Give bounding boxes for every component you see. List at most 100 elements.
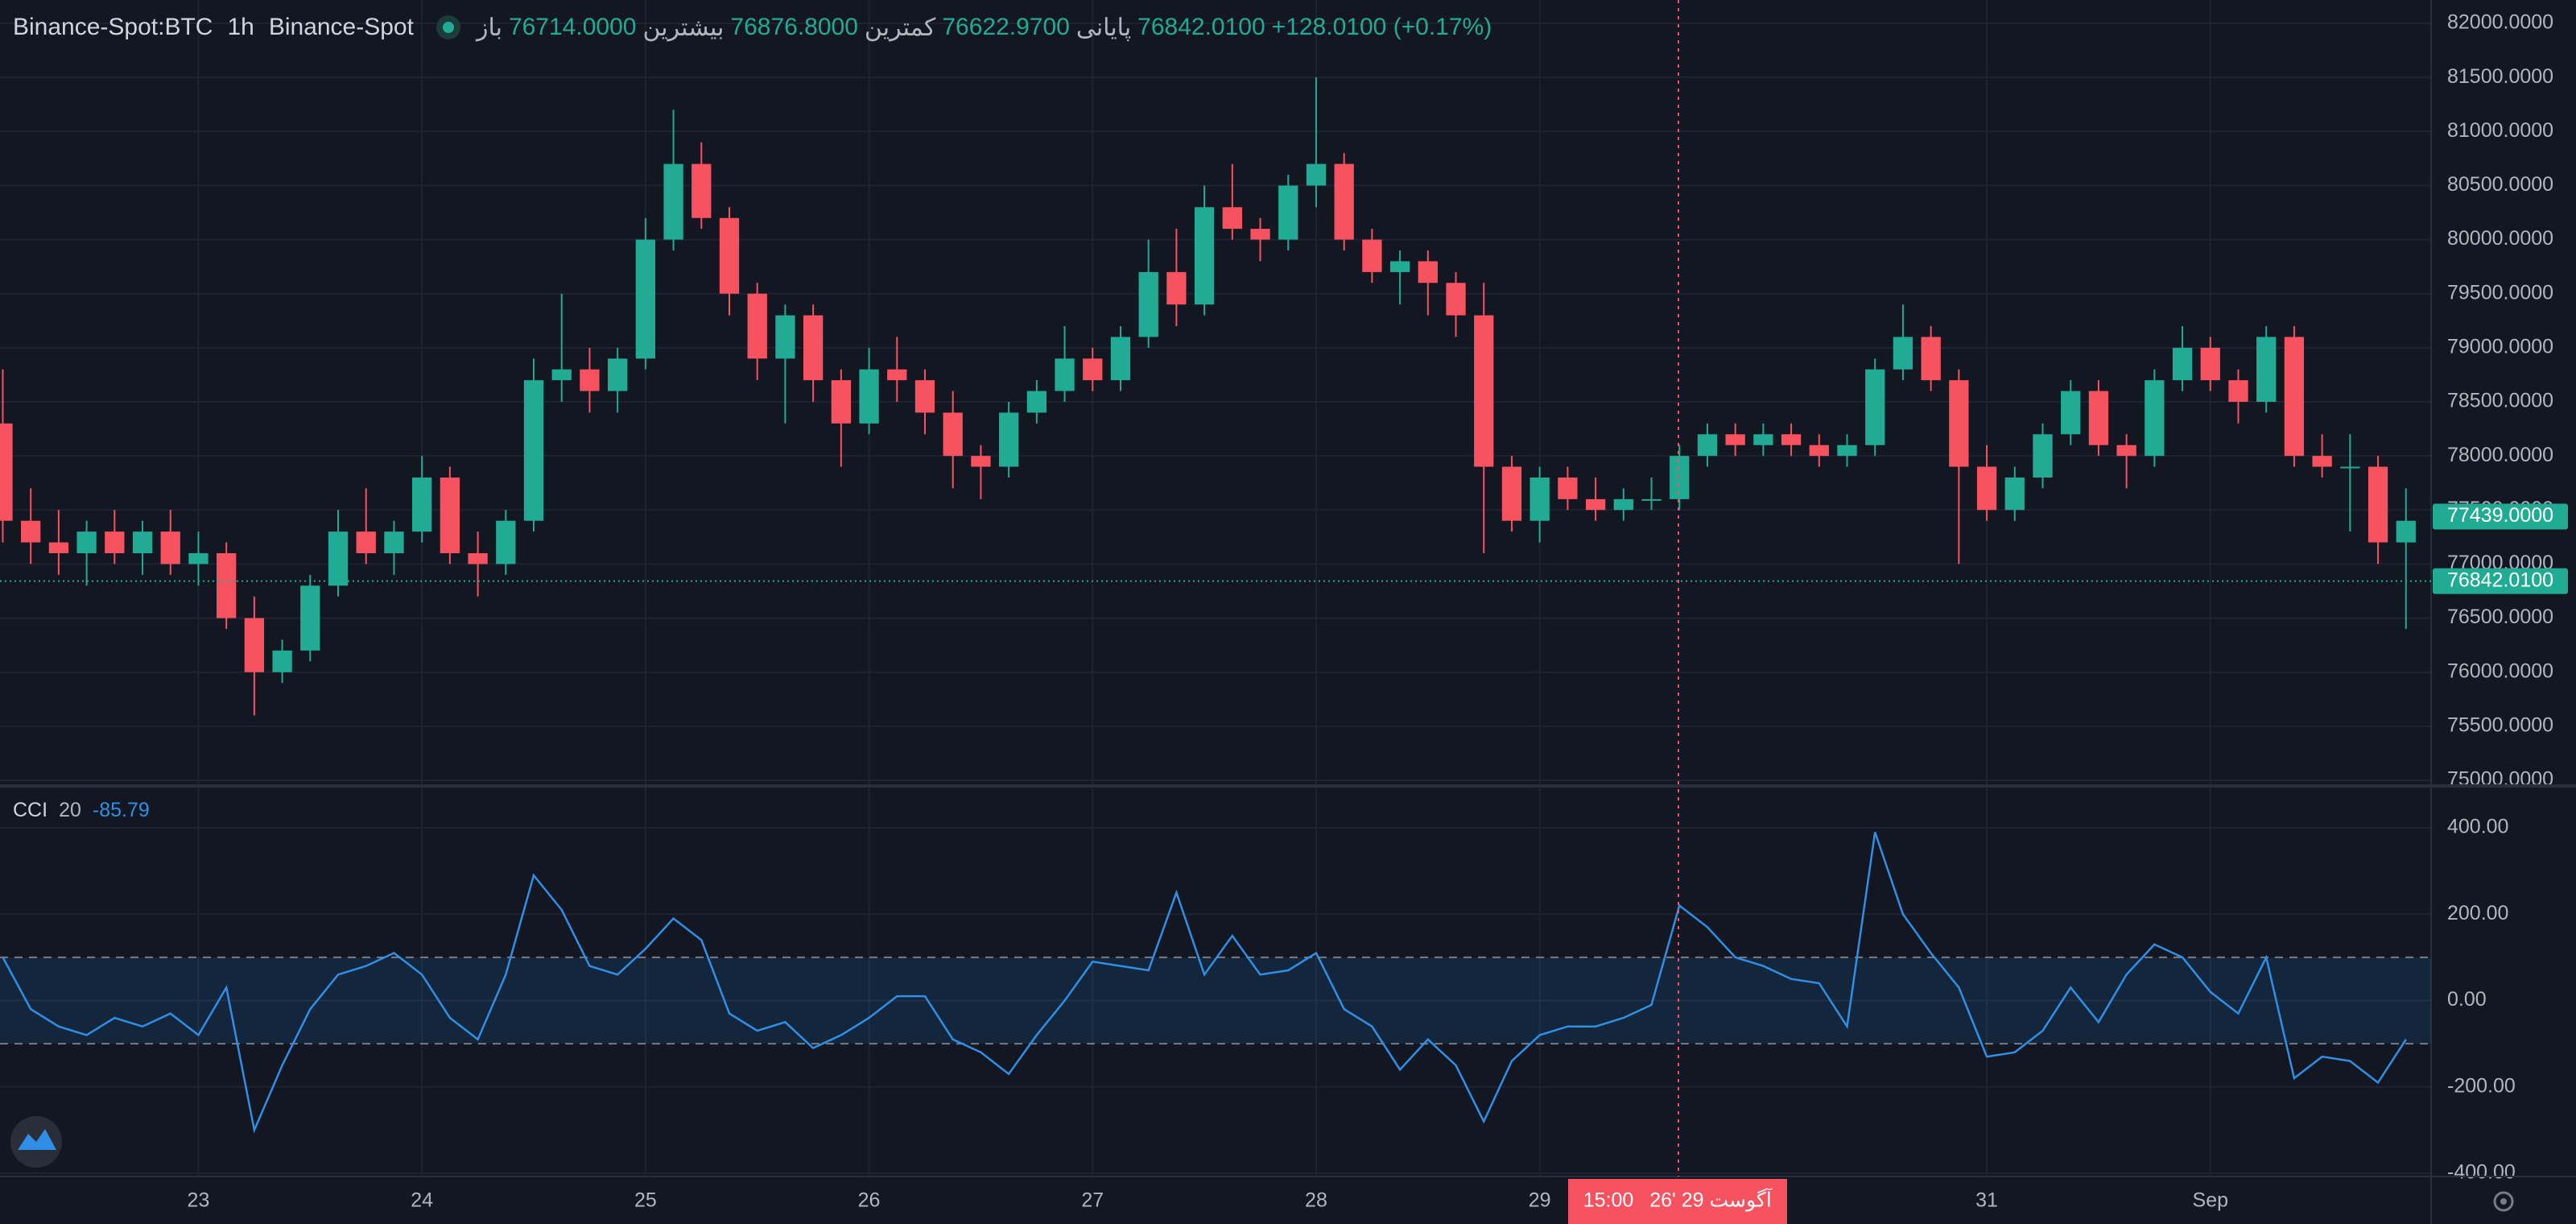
- candle-body: [719, 217, 740, 294]
- price-label: 77439.0000: [2447, 504, 2553, 527]
- y-tick-label: 80500.0000: [2447, 173, 2553, 196]
- candle-body: [1781, 434, 1802, 445]
- candle-body: [1613, 498, 1633, 511]
- candle-body: [998, 412, 1019, 467]
- price-label: 76842.0100: [2447, 569, 2553, 591]
- candle-body: [1809, 445, 1829, 457]
- x-tick-label: Sep: [2193, 1189, 2228, 1212]
- candle-body: [2200, 347, 2220, 381]
- ohlc-label: باز: [476, 14, 502, 41]
- candle-body: [971, 456, 991, 467]
- y-tick-label: 79500.0000: [2447, 281, 2553, 304]
- x-tick-label: 26: [858, 1189, 881, 1212]
- candle-body: [2004, 478, 2025, 511]
- candle-body: [2256, 337, 2277, 402]
- y-tick-label: 0.00: [2447, 988, 2487, 1011]
- candle-body: [887, 369, 907, 381]
- candle-body: [775, 315, 795, 359]
- candle-body: [468, 553, 488, 564]
- ohlc-label: کمترین: [864, 14, 936, 41]
- candle-body: [523, 380, 544, 521]
- indicator-value: -85.79: [92, 799, 150, 821]
- candle-body: [859, 369, 879, 424]
- candle-body: [803, 315, 824, 381]
- interval[interactable]: 1h: [227, 14, 254, 40]
- candle-body: [1306, 163, 1327, 186]
- candle-body: [1893, 337, 1913, 370]
- indicator-name[interactable]: CCI: [13, 799, 48, 821]
- y-tick-label: 400.00: [2447, 816, 2508, 838]
- ohlc-value: 76714.0000: [508, 14, 637, 40]
- status-dot: [436, 15, 460, 39]
- candle-body: [2396, 520, 2416, 543]
- candle-body: [1949, 380, 1969, 467]
- candle-body: [1418, 261, 1438, 283]
- x-tick-label: 23: [188, 1189, 210, 1212]
- candle-body: [2033, 434, 2053, 478]
- cci-line: [2, 831, 2407, 1134]
- candle-body: [943, 412, 963, 457]
- candle-body: [1585, 498, 1606, 511]
- band-fill: [0, 957, 2431, 1044]
- candle-body: [1389, 261, 1410, 272]
- y-tick-label: 76500.0000: [2447, 606, 2553, 628]
- candle-body: [1530, 478, 1550, 521]
- candle-body: [1194, 207, 1215, 305]
- candle-body: [1278, 185, 1298, 240]
- crosshair-time: 15:00: [1583, 1189, 1634, 1212]
- price-label-box: [2433, 568, 2568, 594]
- candle-body: [1138, 271, 1158, 337]
- candle-body: [2116, 445, 2136, 457]
- candle-body: [1697, 434, 1718, 457]
- candle-body: [244, 618, 265, 672]
- candle-body: [1753, 434, 1773, 445]
- candle-body: [1670, 456, 1690, 499]
- x-tick-label: 29: [1529, 1189, 1551, 1212]
- candle-body: [272, 650, 292, 672]
- x-tick-label: 24: [411, 1189, 433, 1212]
- x-tick-label: 27: [1081, 1189, 1104, 1212]
- candle-body: [2172, 347, 2193, 381]
- candle-body: [914, 380, 935, 413]
- price-label-box: [2433, 503, 2568, 530]
- change: +128.0100 (+0.17%): [1271, 14, 1492, 40]
- candle-body: [2145, 380, 2165, 457]
- candle-body: [608, 358, 628, 391]
- indicator-legend: CCI 20 -85.79: [13, 799, 161, 822]
- candle-body: [1921, 337, 1941, 381]
- y-tick-label: 75500.0000: [2447, 713, 2553, 736]
- candle-body: [1474, 315, 1494, 467]
- indicator-period: 20: [59, 799, 81, 821]
- candle-body: [1501, 466, 1522, 521]
- symbol[interactable]: Binance-Spot:BTC: [13, 14, 213, 40]
- candle-body: [2061, 391, 2081, 435]
- candle-body: [2340, 466, 2360, 469]
- candle-body: [663, 163, 683, 240]
- candle-body: [1055, 358, 1075, 391]
- candle-body: [1166, 271, 1187, 305]
- candle-body: [2228, 380, 2248, 402]
- y-tick-label: 82000.0000: [2447, 11, 2553, 34]
- y-tick-label: 78500.0000: [2447, 390, 2553, 412]
- candle-body: [2284, 337, 2305, 457]
- candle-body: [2368, 466, 2388, 543]
- candle-body: [831, 380, 851, 424]
- candle-body: [1083, 358, 1103, 381]
- candle-body: [132, 531, 153, 553]
- y-tick-label: 81500.0000: [2447, 65, 2553, 88]
- candle-body: [1362, 239, 1382, 272]
- y-tick-label: 81000.0000: [2447, 119, 2553, 142]
- ohlc-value: 76876.8000: [730, 14, 858, 40]
- candle-body: [1026, 391, 1046, 413]
- crosshair-label-box: [1568, 1179, 1787, 1224]
- ohlc-label: پایانی: [1075, 14, 1132, 41]
- candle-body: [2312, 456, 2332, 467]
- candle-body: [1976, 466, 1997, 511]
- candle-body: [551, 369, 572, 381]
- candle-body: [356, 531, 376, 553]
- ohlc-value: 76622.9700: [942, 14, 1070, 40]
- candle-body: [384, 531, 404, 553]
- candle-body: [48, 542, 69, 553]
